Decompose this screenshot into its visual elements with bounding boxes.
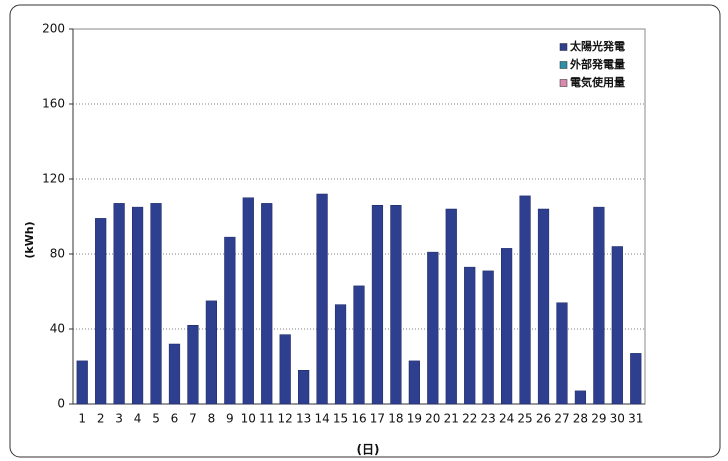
bar (630, 353, 642, 405)
bar (298, 370, 310, 405)
x-tick-label: 17 (370, 412, 385, 426)
x-tick-label: 9 (226, 412, 234, 426)
legend-label: 外部発電量 (569, 57, 625, 71)
bar (464, 266, 476, 405)
bar (537, 208, 550, 405)
bar (334, 304, 347, 405)
x-tick-label: 20 (425, 412, 440, 426)
x-tick-label: 15 (333, 412, 348, 426)
bar (408, 360, 420, 405)
x-tick-label: 2 (97, 412, 105, 426)
bar (427, 251, 439, 405)
bar (353, 285, 365, 405)
x-tick-label: 11 (259, 412, 274, 426)
x-tick-label: 25 (517, 412, 532, 426)
x-tick-label: 8 (208, 412, 216, 426)
x-tick-label: 3 (115, 412, 123, 426)
bar (261, 203, 273, 405)
bar (482, 270, 494, 405)
x-tick-label: 10 (241, 412, 256, 426)
x-tick-label: 1 (78, 412, 86, 426)
bar (95, 218, 107, 405)
x-tick-label: 6 (171, 412, 179, 426)
x-tick-label: 29 (591, 412, 606, 426)
legend-label: 太陽光発電 (569, 39, 625, 53)
bar (76, 360, 88, 405)
x-tick-label: 21 (444, 412, 459, 426)
bar (556, 302, 568, 405)
bar (316, 193, 328, 405)
bar (519, 195, 531, 405)
x-tick-label: 19 (407, 412, 422, 426)
x-tick-label: 14 (314, 412, 329, 426)
legend-label: 電気使用量 (570, 75, 625, 89)
x-tick-label: 12 (278, 412, 293, 426)
bar (150, 203, 162, 405)
bar (279, 334, 291, 405)
bar (390, 205, 402, 405)
x-tick-label: 5 (152, 412, 160, 426)
bar (205, 300, 217, 405)
bar (371, 205, 384, 405)
bar (611, 246, 623, 405)
bar (574, 390, 587, 405)
x-tick-label: 18 (388, 412, 403, 426)
bar (113, 203, 125, 405)
y-tick-label: 200 (42, 22, 65, 36)
x-tick-label: 22 (462, 412, 477, 426)
bar (593, 206, 605, 405)
x-tick-label: 28 (573, 412, 588, 426)
x-tick-label: 7 (189, 412, 197, 426)
legend-swatch (559, 61, 568, 69)
y-axis-label: (kWh) (23, 221, 36, 258)
y-tick-label: 0 (57, 397, 65, 411)
x-tick-label: 30 (610, 412, 625, 426)
y-tick-label: 40 (50, 322, 65, 336)
bar (131, 206, 144, 405)
x-tick-label: 4 (134, 412, 142, 426)
bar (224, 236, 236, 405)
legend-swatch (559, 79, 568, 87)
bar (501, 248, 513, 405)
legend-swatch (559, 43, 568, 51)
x-axis-label: (日) (357, 443, 380, 457)
bar (168, 343, 181, 405)
x-tick-label: 23 (481, 412, 496, 426)
x-tick-label: 16 (351, 412, 366, 426)
y-tick-label: 80 (50, 247, 65, 261)
x-tick-label: 27 (554, 412, 569, 426)
x-tick-label: 26 (536, 412, 551, 426)
x-tick-label: 31 (628, 412, 643, 426)
x-tick-label: 13 (296, 412, 311, 426)
x-tick-label: 24 (499, 412, 514, 426)
bar (187, 325, 199, 405)
bar (445, 208, 457, 405)
bar (242, 197, 254, 405)
y-tick-label: 120 (42, 172, 65, 186)
y-tick-label: 160 (42, 97, 65, 111)
